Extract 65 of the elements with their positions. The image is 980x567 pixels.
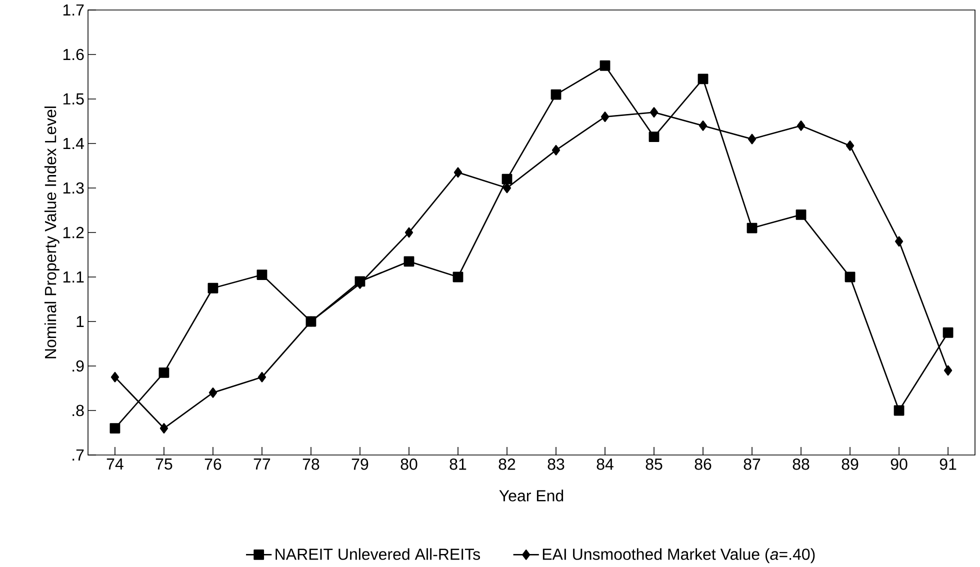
y-tick-label: 1.3 [63, 182, 84, 194]
y-tick-label: 1 [76, 316, 84, 327]
point [256, 270, 268, 280]
point [748, 134, 756, 144]
x-tick-label: 80 [400, 458, 418, 470]
x-tick-label: 83 [548, 458, 564, 470]
point [650, 107, 658, 118]
point [552, 144, 560, 156]
x-tick-label: 81 [450, 458, 466, 470]
x-tick-label: 78 [302, 458, 320, 470]
x-tick-label: 77 [254, 458, 270, 470]
point [258, 372, 266, 382]
point [208, 282, 218, 294]
x-tick-label: 91 [940, 458, 956, 470]
point [502, 174, 512, 184]
legend-label: EAI Unsmoothed Market Value (a=.40) [542, 548, 815, 564]
point [846, 140, 854, 151]
point [844, 272, 856, 282]
x-tick-label: 89 [842, 458, 858, 470]
point [894, 405, 904, 416]
x-tick-label: 79 [352, 458, 368, 470]
point [158, 367, 170, 378]
point [404, 256, 414, 267]
x-tick-label: 88 [792, 458, 810, 470]
point [452, 272, 464, 282]
y-tick-label: .9 [72, 360, 84, 372]
x-axis-title: Year End [499, 490, 564, 502]
y-tick-label: 1.6 [63, 48, 84, 60]
point [208, 387, 218, 398]
y-tick-label: 1.5 [63, 93, 84, 105]
y-tick-label: 1.7 [63, 4, 84, 16]
y-axis-title: Nominal Property Value Index Level [44, 106, 60, 358]
point [404, 227, 414, 238]
point [110, 423, 120, 434]
x-tick-label: 87 [744, 458, 760, 470]
point [160, 423, 168, 434]
point [600, 60, 610, 71]
x-tick-label: 86 [694, 458, 712, 470]
x-tick-label: 85 [646, 458, 662, 470]
point [796, 120, 806, 131]
point [698, 74, 708, 84]
y-tick-label: .7 [72, 449, 84, 460]
point [944, 365, 952, 376]
point [648, 132, 660, 142]
point [454, 167, 462, 178]
point [600, 112, 610, 122]
point [698, 120, 708, 131]
y-tick-label: .8 [72, 404, 84, 416]
y-tick-label: 1.4 [63, 138, 84, 149]
point [746, 222, 758, 234]
x-tick-label: 74 [106, 458, 124, 470]
x-tick-label: 76 [204, 458, 222, 470]
point [502, 182, 512, 194]
y-tick-label: 1.1 [63, 271, 84, 282]
point [942, 327, 954, 338]
x-tick-label: 84 [596, 458, 614, 470]
y-tick-label: 1.2 [63, 226, 84, 238]
point [110, 372, 120, 382]
x-tick-label: 90 [890, 458, 908, 470]
x-tick-label: 82 [498, 458, 516, 470]
point [550, 89, 562, 100]
point [796, 209, 806, 220]
point [894, 236, 904, 247]
x-tick-label: 75 [156, 458, 172, 470]
legend-label: NAREIT Unlevered All-REITs [276, 548, 480, 560]
